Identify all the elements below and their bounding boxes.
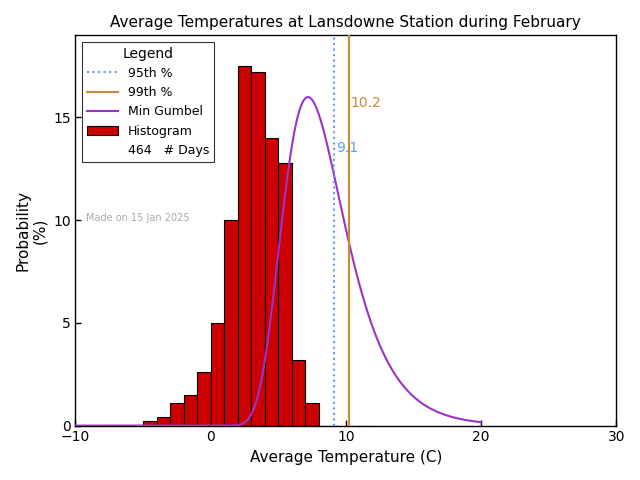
Text: Made on 15 Jan 2025: Made on 15 Jan 2025	[86, 213, 190, 223]
Y-axis label: Probability
(%): Probability (%)	[15, 190, 47, 271]
Bar	[197, 372, 211, 426]
X-axis label: Average Temperature (C): Average Temperature (C)	[250, 450, 442, 465]
Bar	[224, 220, 237, 426]
Bar	[237, 66, 252, 426]
Bar	[265, 138, 278, 426]
Bar	[278, 163, 292, 426]
Text: 9.1: 9.1	[336, 142, 358, 156]
Bar	[252, 72, 265, 426]
Bar	[305, 403, 319, 426]
Bar	[157, 418, 170, 426]
Bar	[143, 421, 157, 426]
Bar	[292, 360, 305, 426]
Text: 10.2: 10.2	[351, 96, 381, 110]
Legend: 95th %, 99th %, Min Gumbel, Histogram, 464   # Days: 95th %, 99th %, Min Gumbel, Histogram, 4…	[82, 42, 214, 162]
Bar	[170, 403, 184, 426]
Bar	[184, 395, 197, 426]
Title: Average Temperatures at Lansdowne Station during February: Average Temperatures at Lansdowne Statio…	[111, 15, 581, 30]
Bar	[211, 323, 224, 426]
